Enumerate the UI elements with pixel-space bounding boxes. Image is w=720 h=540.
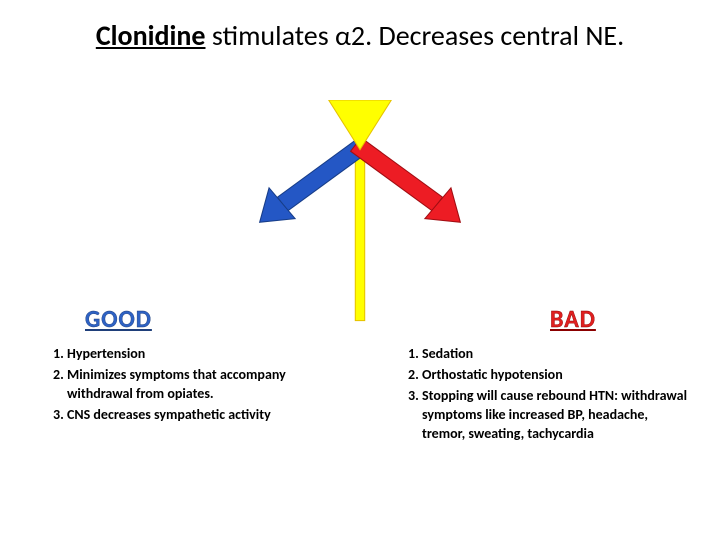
good-list: Hypertension Minimizes symptoms that acc… (45, 345, 305, 427)
triangle-shape (329, 100, 392, 150)
good-heading: GOOD (85, 305, 152, 334)
list-item: Stopping will cause rebound HTN: withdra… (422, 387, 690, 444)
title-rest: stimulates α2. Decreases central NE. (206, 18, 625, 53)
bad-list: Sedation Orthostatic hypotension Stoppin… (400, 345, 690, 445)
page-title: Clonidine stimulates α2. Decreases centr… (0, 18, 720, 53)
list-item: CNS decreases sympathetic activity (67, 406, 305, 425)
stem-shape (355, 143, 364, 321)
list-item: Hypertension (67, 345, 305, 364)
list-item: Orthostatic hypotension (422, 366, 690, 385)
list-item: Sedation (422, 345, 690, 364)
list-item: Minimizes symptoms that accompany withdr… (67, 366, 305, 404)
drug-name: Clonidine (96, 18, 206, 53)
bad-heading: BAD (550, 305, 596, 334)
arrow-diagram (0, 100, 720, 330)
